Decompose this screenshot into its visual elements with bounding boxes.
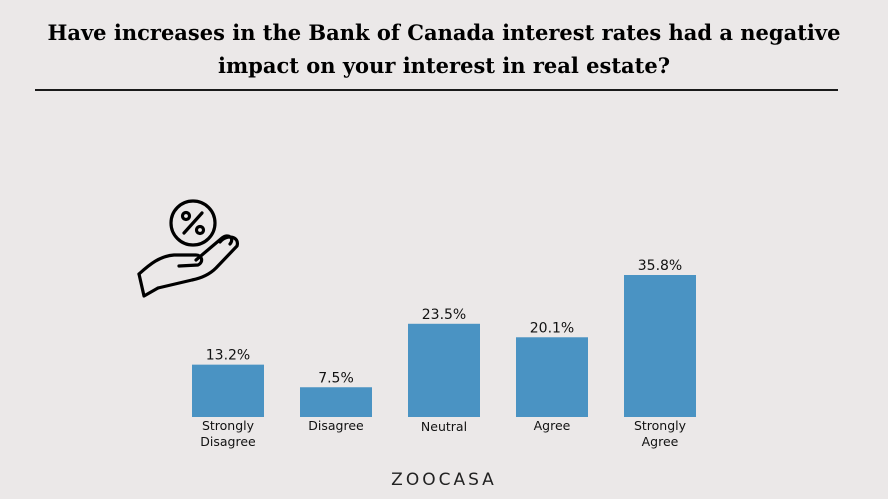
category-label-4: Strongly Agree: [634, 418, 687, 449]
value-label-0: 13.2%: [206, 348, 250, 364]
title-divider: [35, 89, 838, 91]
bar-3: [516, 337, 588, 417]
chart-title: Have increases in the Bank of Canada int…: [47, 20, 841, 78]
value-label-1: 7.5%: [318, 370, 354, 386]
value-label-3: 20.1%: [530, 320, 574, 336]
zoocasa-logo: ZOOCASA: [391, 470, 497, 490]
bar-2: [408, 323, 480, 417]
percent-hand-icon: [137, 199, 239, 298]
category-label-0: Strongly Disagree: [200, 418, 256, 449]
bar-1: [300, 387, 372, 417]
bar-4: [624, 275, 696, 417]
category-label-2: Neutral: [421, 419, 467, 434]
bar-0: [192, 364, 264, 417]
category-label-1: Disagree: [308, 418, 364, 433]
value-label-4: 35.8%: [638, 258, 682, 274]
category-label-3: Agree: [534, 418, 571, 433]
value-label-2: 23.5%: [422, 307, 466, 323]
